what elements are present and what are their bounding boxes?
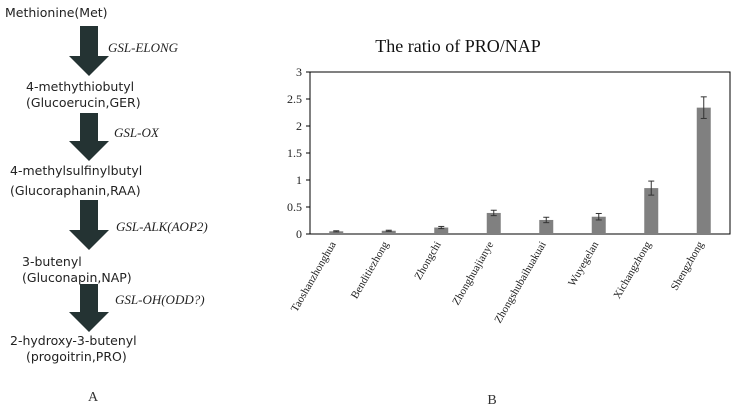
x-tick-label: Zhongchi — [412, 240, 443, 283]
panel-label-a: A — [88, 390, 99, 405]
compound-glucoraphanin: 4-methylsulfinylbutyl (Glucoraphanin,RAA… — [10, 163, 142, 199]
ratio-bar-chart: The ratio of PRO/NAP 0 0.5 1 1.5 2 2.5 3 Taosh… — [287, 36, 731, 408]
y-tick-label: 0.5 — [287, 200, 302, 214]
x-tick-label: Wuyegelan — [566, 239, 601, 288]
enzyme-label: GSL-ALK(AOP2) — [116, 219, 208, 234]
compound-abbrev: (Glucoerucin,GER) — [26, 95, 141, 110]
bar — [539, 219, 554, 234]
compound-name: 4-methythiobutyl — [26, 79, 135, 94]
compound-name: 4-methylsulfinylbutyl — [10, 163, 143, 178]
bar — [644, 188, 659, 234]
enzyme-label: GSL-OH(ODD?) — [115, 292, 205, 307]
bar — [696, 107, 711, 234]
compound-progoitrin: 2-hydroxy-3-butenyl (progoitrin,PRO) — [10, 333, 137, 365]
x-tick-label: Shengzhong — [669, 239, 707, 293]
x-tick-label: Zhongshubaihuakuai — [492, 240, 549, 326]
y-tick-label: 0 — [296, 227, 302, 241]
enzyme-label: GSL-OX — [114, 125, 159, 140]
chart-title: The ratio of PRO/NAP — [375, 36, 541, 56]
down-arrow-icon — [69, 26, 109, 76]
bar — [486, 212, 501, 234]
compound-glucoerucin: 4-methythiobutyl (Glucoerucin,GER) — [26, 79, 141, 111]
down-arrow-icon — [69, 200, 109, 250]
down-arrow-icon — [69, 113, 109, 161]
compound-methionine: Methionine(Met) — [5, 5, 108, 21]
bar — [434, 227, 449, 234]
x-tick-label: Xichangzhong — [611, 239, 654, 301]
bar — [329, 231, 344, 234]
y-tick-label: 1.5 — [287, 146, 302, 160]
x-tick-label: Benditiezhong — [349, 239, 392, 301]
plot-area — [309, 71, 731, 235]
panel-label-b: B — [487, 393, 496, 408]
x-tick-label: Zhonghuajianye — [450, 239, 496, 307]
bar-series — [329, 96, 711, 234]
bar — [381, 230, 396, 234]
bar — [591, 216, 606, 234]
compound-abbrev: (Glucoraphanin,RAA) — [10, 183, 141, 198]
x-axis: Taoshanzhonghua Benditiezhong Zhongchi Zhon… — [289, 239, 707, 325]
compound-name: 3-butenyl — [22, 254, 82, 269]
pathway-panel: Methionine(Met) GSL-ELONG 4-methythiobut… — [0, 0, 270, 412]
y-tick-label: 2 — [296, 119, 302, 133]
compound-name: 2-hydroxy-3-butenyl — [10, 333, 137, 348]
enzyme-label: GSL-ELONG — [108, 40, 179, 55]
down-arrow-icon — [69, 284, 109, 332]
y-tick-label: 3 — [296, 65, 302, 79]
y-tick-label: 2.5 — [287, 92, 302, 106]
y-axis: 0 0.5 1 1.5 2 2.5 3 — [287, 65, 310, 241]
compound-name: Methionine(Met) — [5, 5, 108, 20]
compound-gluconapin: 3-butenyl (Gluconapin,NAP) — [22, 254, 132, 286]
compound-abbrev: (Gluconapin,NAP) — [22, 270, 132, 285]
compound-abbrev: (progoitrin,PRO) — [26, 349, 127, 364]
x-tick-label: Taoshanzhonghua — [289, 239, 339, 314]
y-tick-label: 1 — [296, 173, 302, 187]
